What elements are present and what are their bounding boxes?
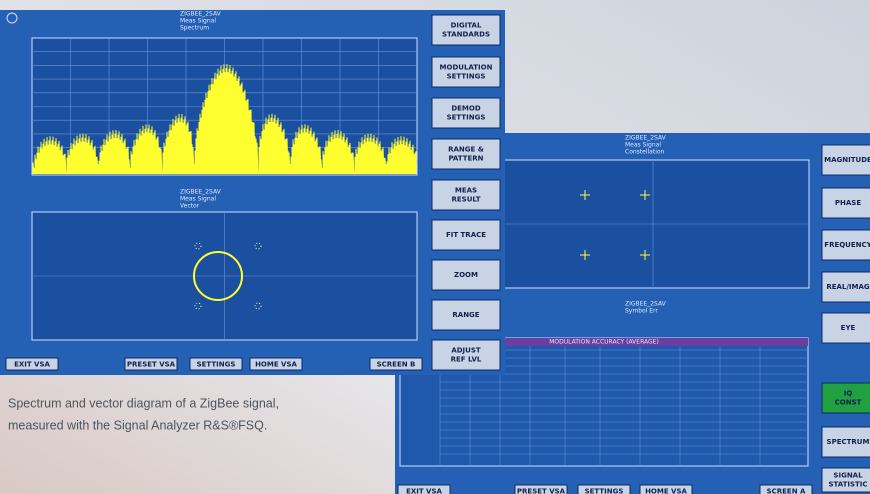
trace-header: Spectrum xyxy=(180,25,209,32)
trace-header: Constellation xyxy=(625,149,665,156)
softkey-label: REF LVL xyxy=(451,356,482,364)
softkey-label: SIGNAL xyxy=(833,472,863,480)
trace-header: Vector xyxy=(180,203,200,210)
bottom-key-label: SETTINGS xyxy=(197,361,236,369)
softkey-label: PHASE xyxy=(835,199,861,207)
softkey-label: MAGNITUDE xyxy=(824,156,870,164)
bottom-key-label: SCREEN A xyxy=(767,488,806,494)
softkey-label: MEAS xyxy=(455,187,477,195)
bottom-key-label: HOME VSA xyxy=(645,488,687,494)
table-title: MODULATION ACCURACY (AVERAGE) xyxy=(549,339,659,346)
softkey-label: FREQUENCY xyxy=(824,241,870,249)
softkey-label: IQ xyxy=(844,390,853,398)
bottom-key-label: PRESET VSA xyxy=(127,361,176,369)
softkey-label: EYE xyxy=(841,324,856,332)
trace-header: ZIGBEE_2SAV xyxy=(625,301,667,308)
softkey-label: RANGE xyxy=(452,311,479,319)
softkey-label: DEMOD xyxy=(451,105,481,113)
trace-header: Symbol Err xyxy=(625,308,658,315)
softkey-label: SETTINGS xyxy=(447,73,486,81)
softkey-label: ADJUST xyxy=(451,347,481,355)
trace-header: Meas Signal xyxy=(625,142,661,149)
bottom-key-label: EXIT VSA xyxy=(406,488,442,494)
softkey-label: SETTINGS xyxy=(447,114,486,122)
softkey-label: RANGE & xyxy=(448,146,484,154)
softkey-label: ZOOM xyxy=(454,271,478,279)
softkey-label: STANDARDS xyxy=(442,31,490,39)
softkey-label: STATISTIC xyxy=(828,481,867,489)
trace-header: ZIGBEE_2SAV xyxy=(180,189,222,196)
bottom-key-label: EXIT VSA xyxy=(14,361,50,369)
trace-header: ZIGBEE_2SAV xyxy=(180,11,222,18)
softkey-label: FIT TRACE xyxy=(446,231,486,239)
bottom-key-label: SCREEN B xyxy=(377,361,416,369)
trace-header: Meas Signal xyxy=(180,196,216,203)
caption: Spectrum and vector diagram of a ZigBee … xyxy=(8,396,279,410)
softkey-label: SPECTRUM xyxy=(827,438,870,446)
trace-header: Meas Signal xyxy=(180,18,216,25)
softkey-label: DIGITAL xyxy=(451,22,482,30)
softkey-label: PATTERN xyxy=(448,155,483,163)
softkey-label: REAL/IMAG xyxy=(826,283,870,291)
bottom-key-label: PRESET VSA xyxy=(517,488,566,494)
bottom-key-label: HOME VSA xyxy=(255,361,297,369)
bottom-key-label: SETTINGS xyxy=(585,488,624,494)
softkey-label: MODULATION xyxy=(440,64,493,72)
page: ZIGBEE_2SAVMeas SignalConstellationZIGBE… xyxy=(0,0,870,494)
softkey-label: CONST xyxy=(835,399,862,407)
softkey-label: RESULT xyxy=(452,196,481,204)
trace-header: ZIGBEE_2SAV xyxy=(625,135,667,142)
caption: measured with the Signal Analyzer R&S®FS… xyxy=(8,418,267,432)
